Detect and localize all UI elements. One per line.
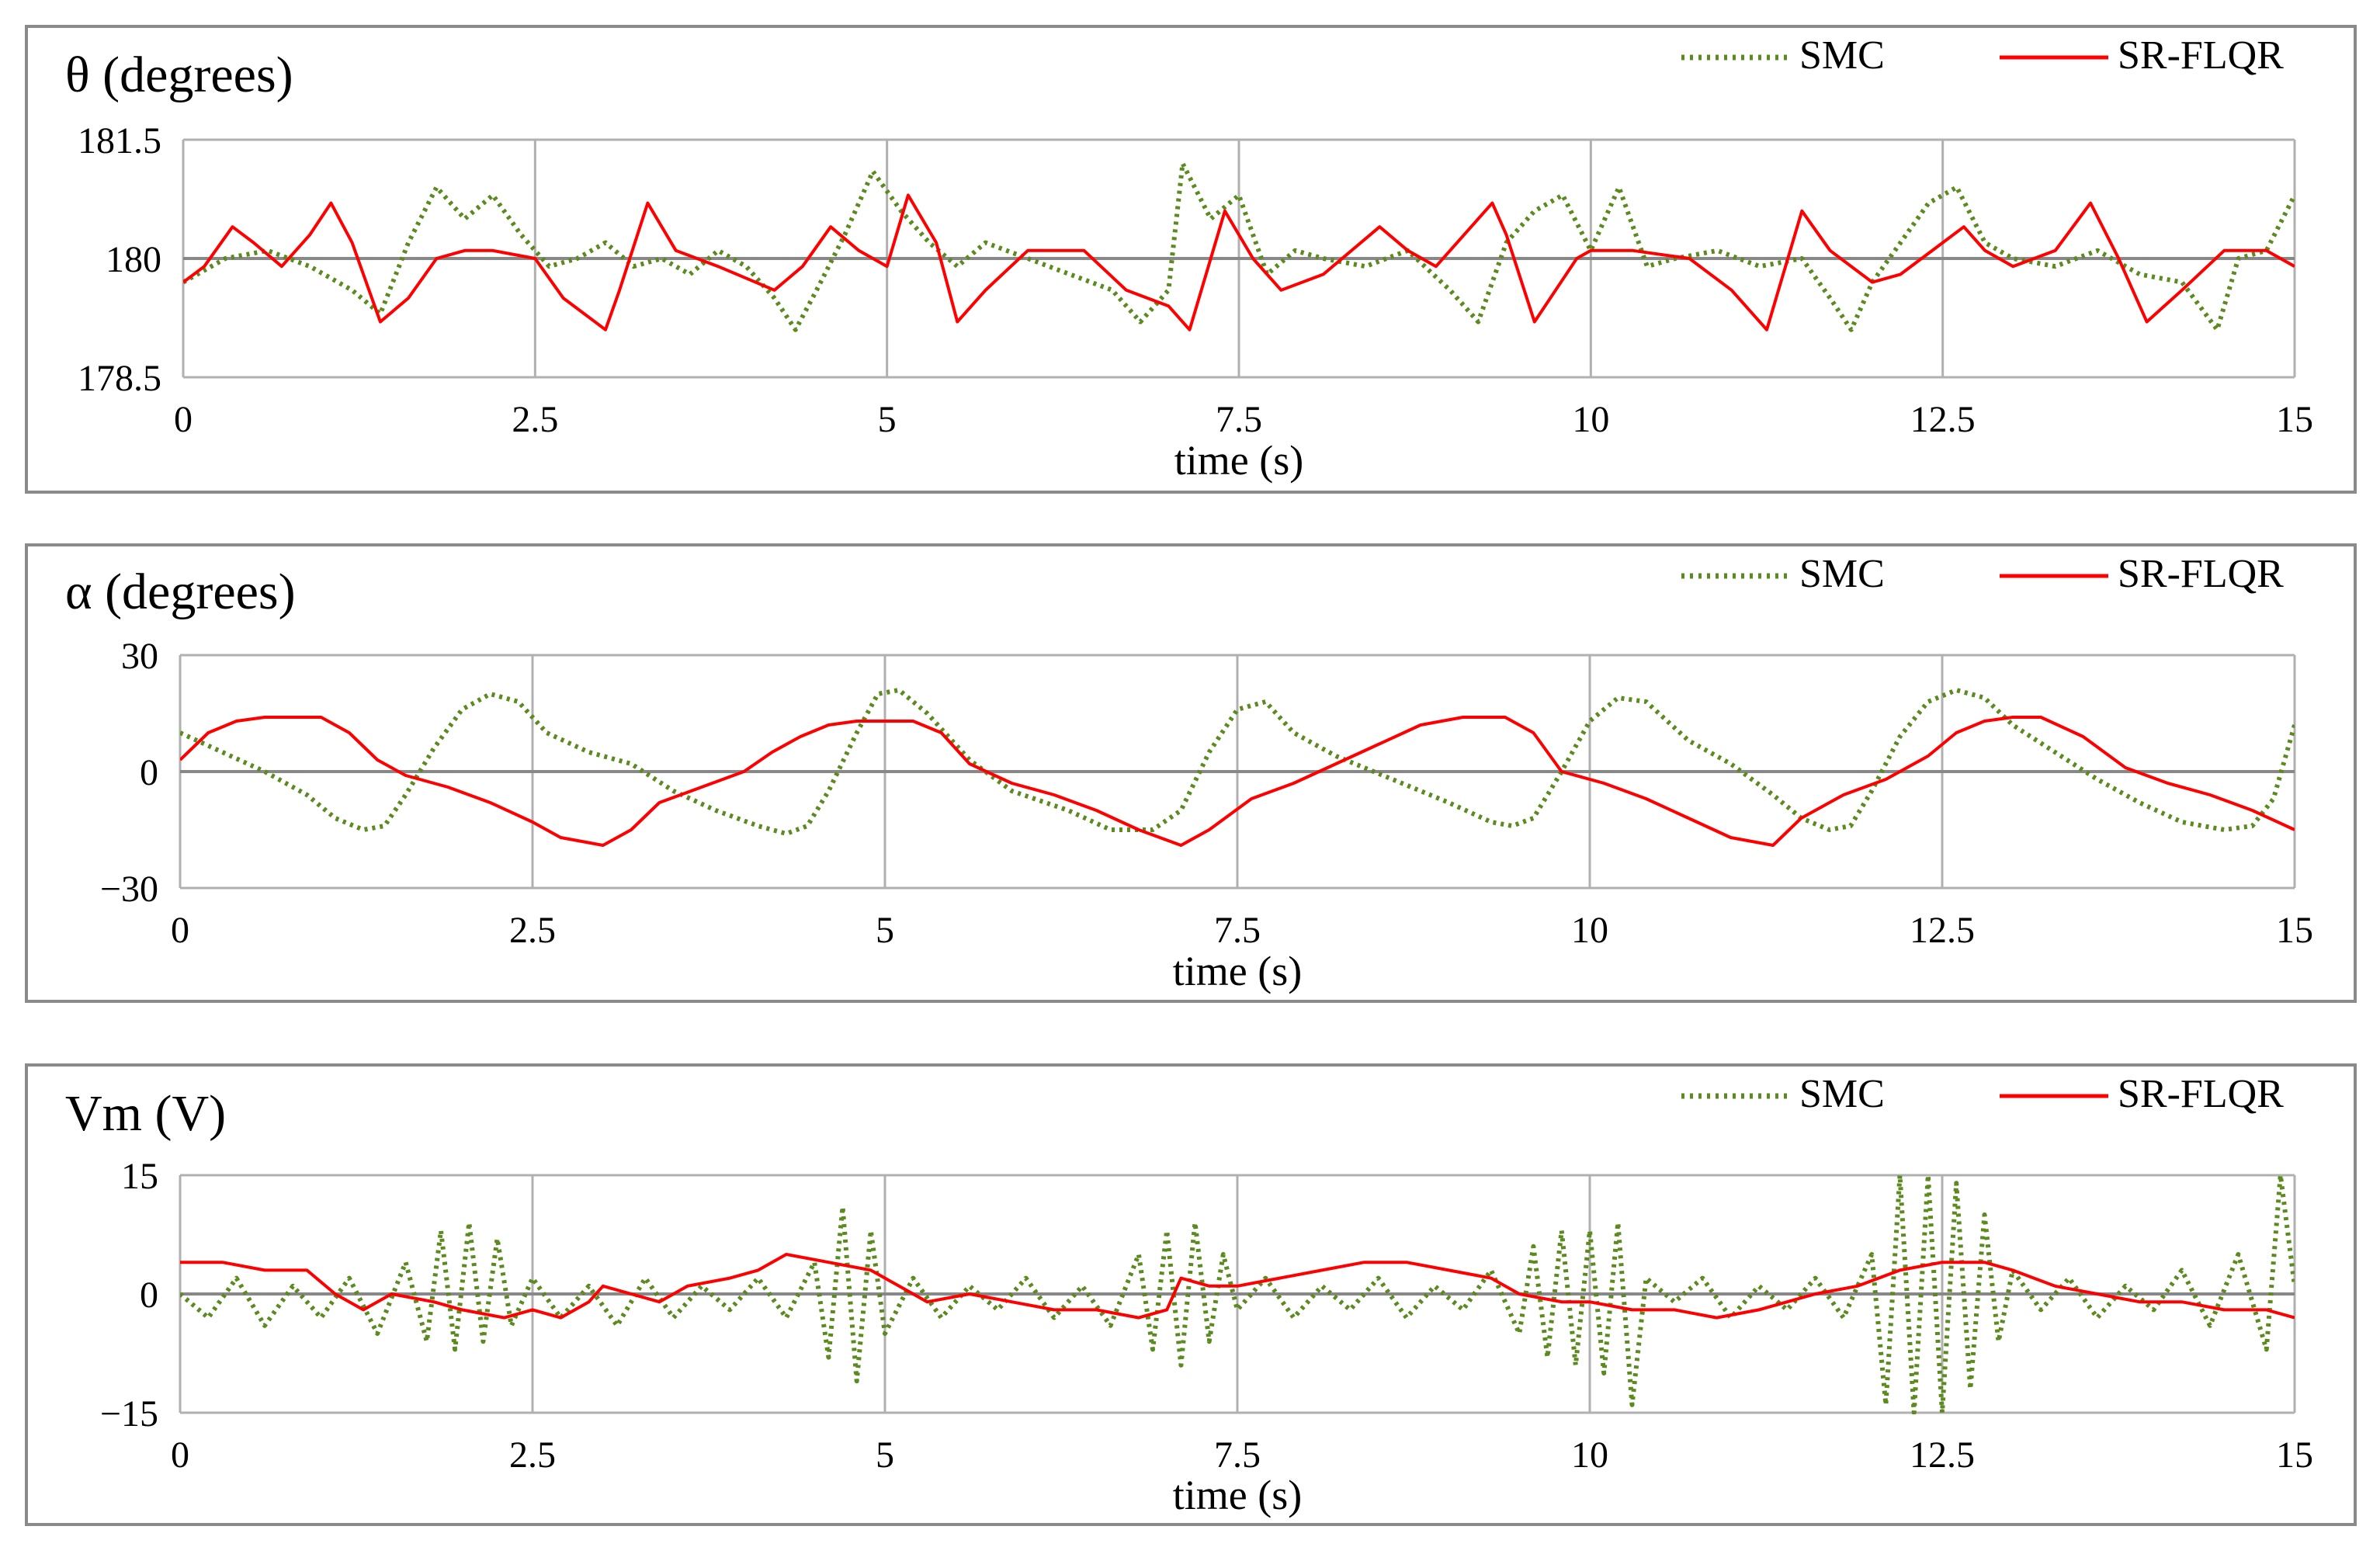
alpha-series-smc-line — [180, 688, 2295, 836]
theta-chart: θ (degrees) SMC SR-FLQR 178.5 180 181.5 0 2.5 5 7… — [65, 33, 2313, 484]
vm-xtick-label: 7.5 — [1214, 1434, 1261, 1476]
legend-smc-label: SMC — [1799, 33, 1885, 78]
vm-xtick-label: 10 — [1571, 1434, 1608, 1476]
theta-xtick-label: 0 — [174, 399, 193, 440]
vm-xtick-label: 2.5 — [509, 1434, 556, 1476]
alpha-xtick-label: 7.5 — [1214, 910, 1261, 951]
theta-ytick-label: 180 — [106, 239, 161, 280]
vm-series-smc-line — [180, 1174, 2295, 1414]
theta-ytick-label: 178.5 — [78, 358, 161, 399]
vm-xtick-label: 15 — [2276, 1434, 2313, 1476]
alpha-xtick-label: 2.5 — [509, 910, 556, 951]
legend-smc-label: SMC — [1799, 1072, 1885, 1116]
theta-xaxis-label: time (s) — [1174, 437, 1303, 484]
vm-ytick-label: 0 — [140, 1275, 158, 1316]
vm-chart: Vm (V) SMC SR-FLQR −15 0 15 0 2.5 5 7.5 10 12.5 15 ti… — [65, 1072, 2313, 1518]
vm-ytick-label: 15 — [121, 1156, 158, 1197]
vm-ytick-label: −15 — [100, 1393, 158, 1434]
alpha-xtick-label: 5 — [876, 910, 894, 951]
alpha-chart-panel: α (degrees) SMC SR-FLQR −30 0 30 0 2.5 5 7.5 10 12.… — [25, 543, 2357, 1003]
legend-srflqr-label: SR-FLQR — [2118, 552, 2284, 596]
legend-smc-label: SMC — [1799, 552, 1885, 596]
theta-ytick-label: 181.5 — [78, 120, 161, 161]
legend-srflqr-label: SR-FLQR — [2118, 33, 2284, 78]
vm-xaxis-label: time (s) — [1173, 1472, 1302, 1518]
theta-xtick-label: 15 — [2276, 399, 2313, 440]
vm-xtick-label: 12.5 — [1910, 1434, 1975, 1476]
alpha-chart-title: α (degrees) — [65, 564, 296, 620]
alpha-xtick-label: 0 — [171, 910, 189, 951]
theta-xtick-label: 2.5 — [512, 399, 558, 440]
theta-legend: SMC SR-FLQR — [1681, 33, 2284, 78]
theta-xtick-label: 5 — [878, 399, 897, 440]
alpha-xtick-label: 12.5 — [1910, 910, 1975, 951]
vm-xtick-label: 0 — [171, 1434, 189, 1476]
theta-xtick-label: 10 — [1572, 399, 1609, 440]
theta-series-srflqr-line — [183, 193, 2295, 331]
alpha-ytick-label: 30 — [121, 636, 158, 677]
vm-xtick-label: 5 — [876, 1434, 894, 1476]
vm-chart-title: Vm (V) — [65, 1085, 226, 1142]
legend-srflqr-label: SR-FLQR — [2118, 1072, 2284, 1116]
vm-series-srflqr-line — [180, 1253, 2295, 1320]
vm-legend: SMC SR-FLQR — [1681, 1072, 2284, 1116]
alpha-ytick-label: 0 — [140, 752, 158, 793]
alpha-ytick-label: −30 — [100, 869, 158, 910]
alpha-xaxis-label: time (s) — [1173, 948, 1302, 994]
alpha-chart: α (degrees) SMC SR-FLQR −30 0 30 0 2.5 5 7.5 10 12.… — [65, 552, 2313, 994]
alpha-series-srflqr-line — [180, 716, 2295, 847]
theta-xtick-label: 12.5 — [1910, 399, 1976, 440]
theta-chart-title: θ (degrees) — [65, 47, 293, 103]
alpha-legend: SMC SR-FLQR — [1681, 552, 2284, 596]
vm-chart-panel: Vm (V) SMC SR-FLQR −15 0 15 0 2.5 5 7.5 10 12.5 15 ti… — [25, 1063, 2357, 1526]
alpha-xtick-label: 10 — [1571, 910, 1608, 951]
theta-chart-panel: θ (degrees) SMC SR-FLQR 178.5 180 181.5 0 2.5 5 7… — [25, 25, 2357, 494]
alpha-xtick-label: 15 — [2276, 910, 2313, 951]
theta-xtick-label: 7.5 — [1216, 399, 1262, 440]
